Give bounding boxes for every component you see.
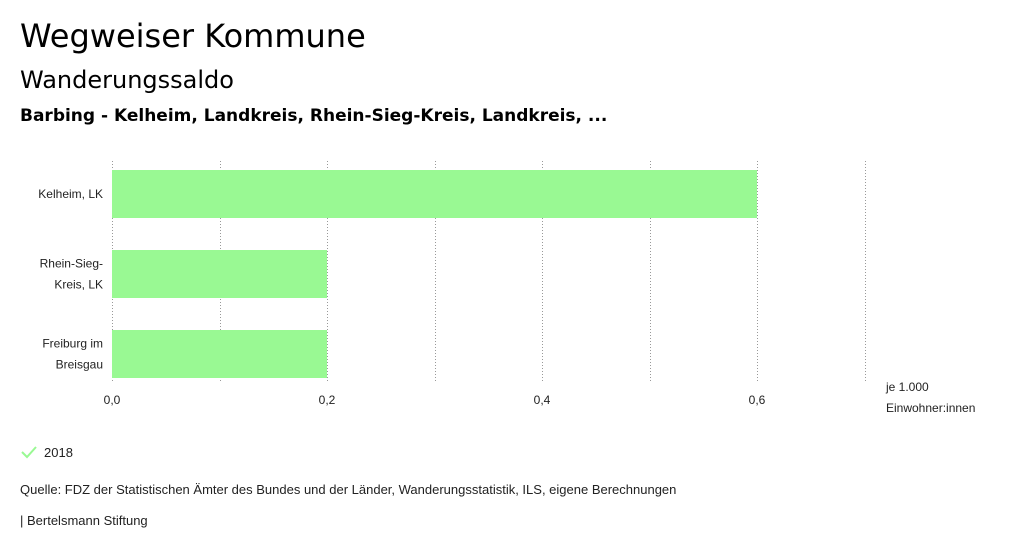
x-tick-label: 0,4 bbox=[534, 393, 551, 407]
publisher-note: | Bertelsmann Stiftung bbox=[20, 513, 148, 528]
category-label: Freiburg im bbox=[42, 337, 103, 351]
bar bbox=[112, 330, 327, 378]
bar bbox=[112, 170, 757, 218]
category-label: Rhein-Sieg- bbox=[40, 257, 103, 271]
check-icon bbox=[21, 446, 37, 459]
bar-chart: Kelheim, LK Rhein-Sieg- Kreis, LK Freiburg … bbox=[38, 161, 975, 415]
x-tick-label: 0,0 bbox=[104, 393, 121, 407]
region-selection: Barbing - Kelheim, Landkreis, Rhein-Sieg… bbox=[20, 106, 608, 126]
x-tick-label: 0,2 bbox=[319, 393, 336, 407]
x-tick-label: 0,6 bbox=[749, 393, 766, 407]
source-note: Quelle: FDZ der Statistischen Ämter des … bbox=[20, 482, 677, 497]
category-label: Breisgau bbox=[56, 358, 103, 372]
legend-label: 2018 bbox=[44, 444, 73, 460]
axis-unit-label: je 1.000 bbox=[885, 380, 929, 394]
chart-title: Wegweiser Kommune bbox=[20, 17, 366, 55]
category-label: Kelheim, LK bbox=[38, 187, 103, 201]
bar bbox=[112, 250, 327, 298]
axis-unit-label: Einwohner:innen bbox=[886, 401, 975, 415]
category-label: Kreis, LK bbox=[54, 278, 103, 292]
chart-subtitle: Wanderungssaldo bbox=[20, 66, 234, 94]
legend[interactable]: 2018 bbox=[20, 442, 73, 462]
